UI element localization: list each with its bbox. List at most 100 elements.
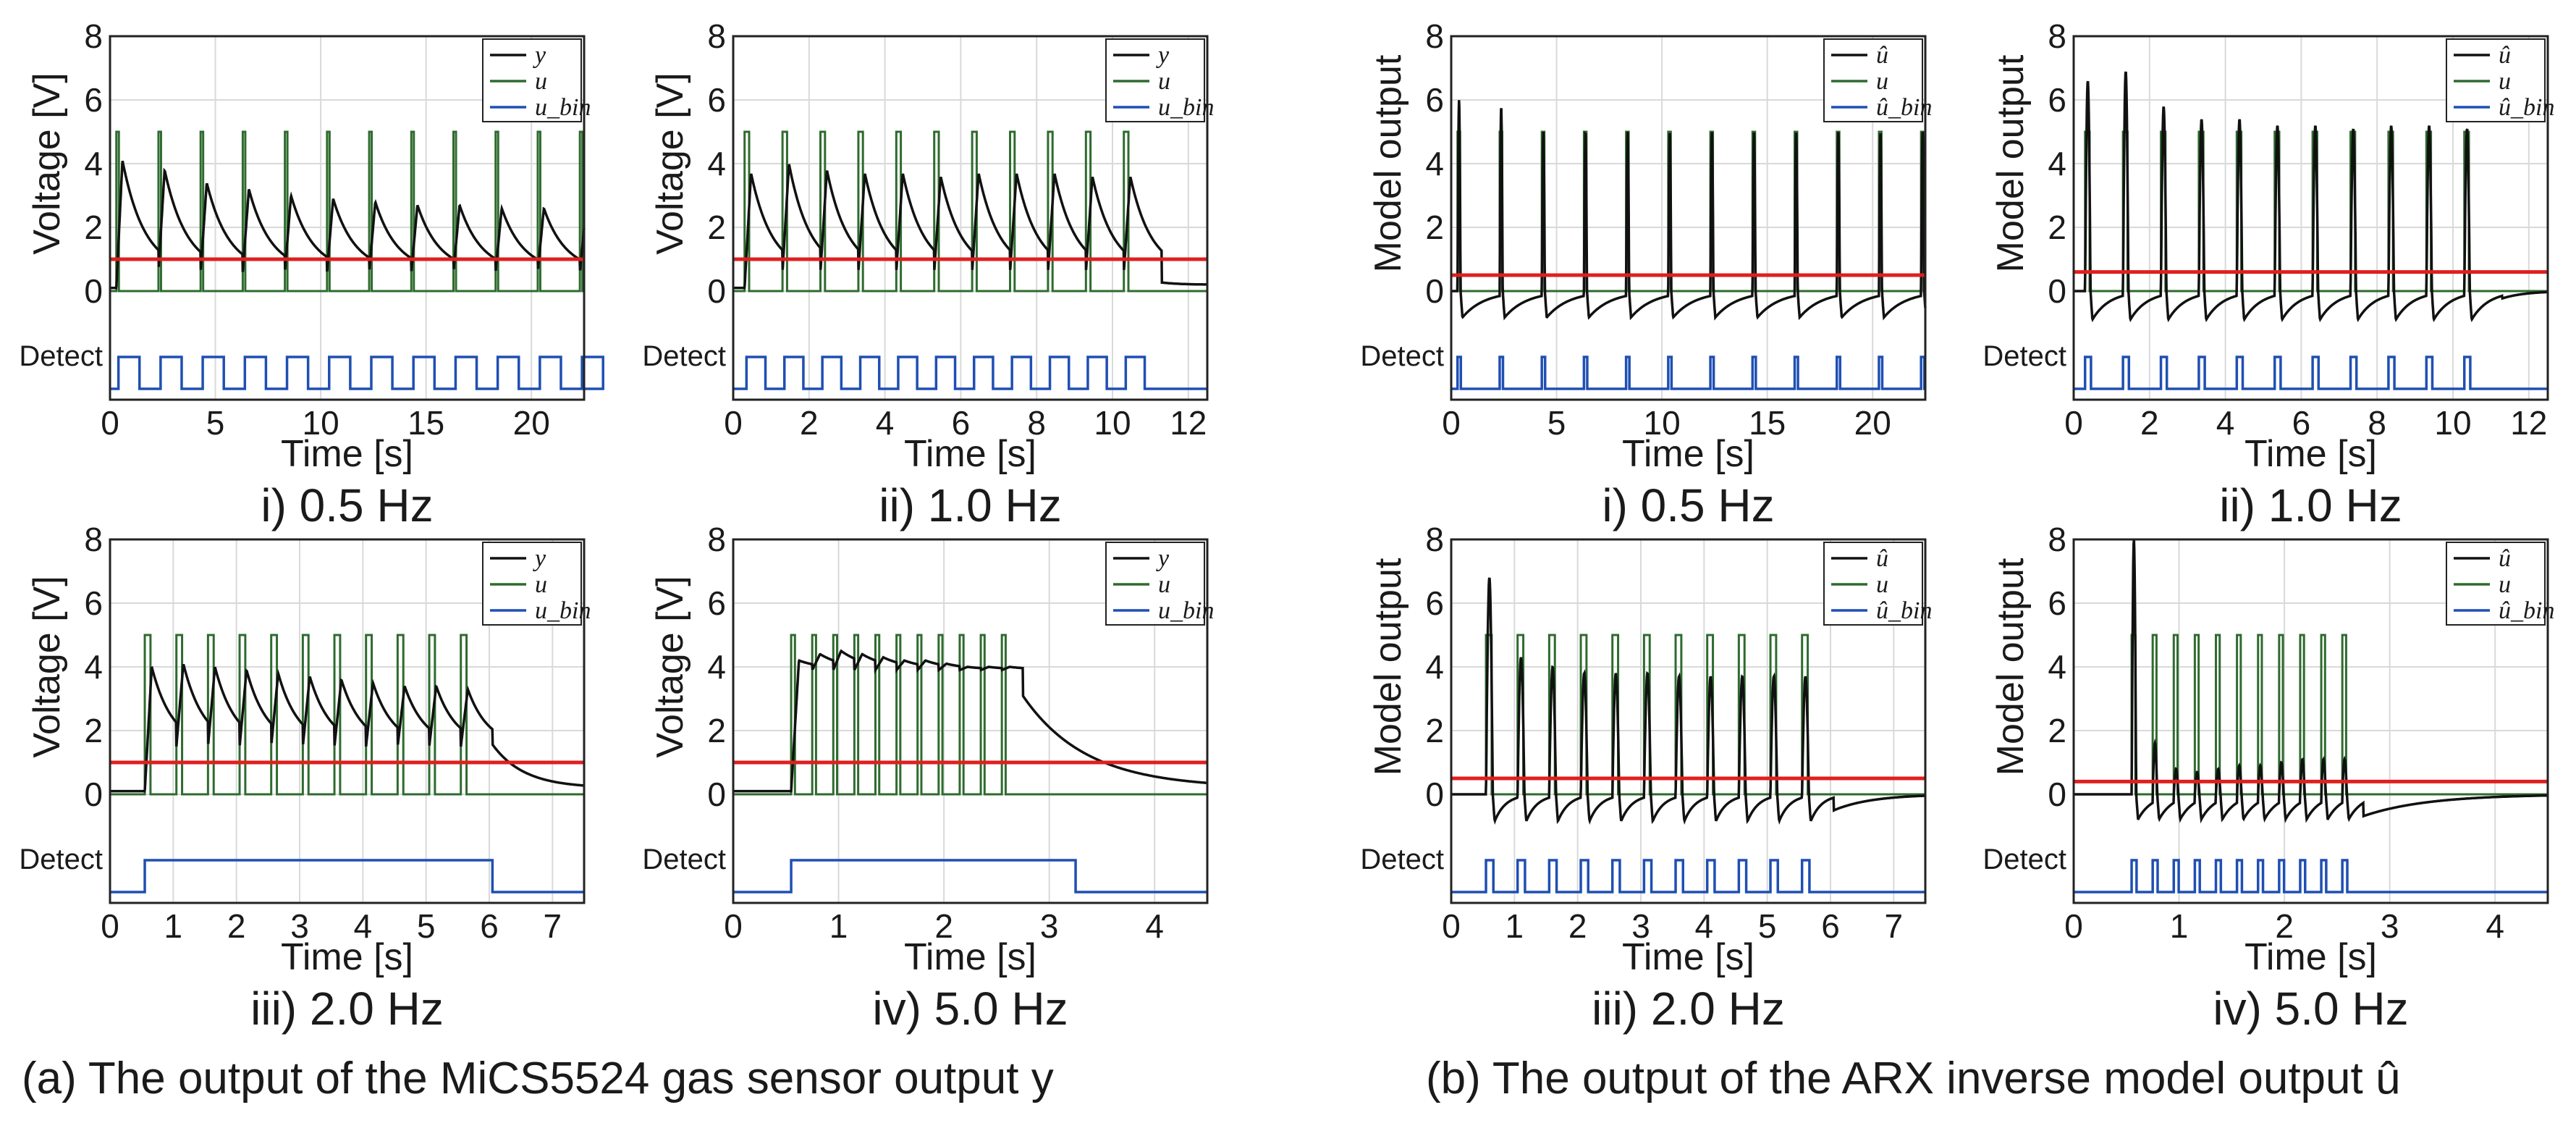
chart-panel: 0 2 4 6 8 0 2 4 6 8 10 12 Detect Voltage [V] Time [s]i…	[642, 17, 1214, 531]
y-axis-label: Voltage [V]	[649, 576, 691, 758]
y-tick-label: 6	[2048, 81, 2066, 119]
y-tick-label: 6	[2048, 584, 2066, 622]
series-output	[110, 664, 584, 793]
series-binary	[2074, 859, 2548, 894]
x-axis-label: Time [s]	[281, 433, 413, 475]
y-tick-label: 4	[84, 145, 103, 182]
x-tick-label: 0	[724, 907, 743, 945]
series-u	[110, 130, 584, 293]
legend-label: u	[1876, 571, 1888, 598]
series-binary	[2074, 356, 2548, 390]
detect-label: Detect	[1360, 844, 1444, 875]
legend-label: y	[533, 42, 546, 69]
y-axis-label: Voltage [V]	[649, 72, 691, 255]
x-tick-label: 8	[1027, 404, 1046, 442]
series-u	[733, 130, 1207, 293]
x-tick-label: 4	[2216, 404, 2235, 442]
x-tick-label: 1	[1506, 907, 1524, 945]
chart-panel: 0 2 4 6 8 0 5 10 15 20 Detect Model output Time [s]i…	[1360, 17, 1932, 531]
plot-frame	[1450, 35, 1927, 401]
panel-caption: iv) 5.0 Hz	[872, 983, 1068, 1035]
x-tick-label: 1	[164, 907, 183, 945]
x-tick-label: 0	[101, 404, 119, 442]
legend-label: u	[2499, 68, 2511, 95]
y-tick-label: 2	[1425, 712, 1444, 749]
x-tick-label: 6	[480, 907, 499, 945]
y-tick-label: 8	[84, 17, 103, 55]
y-axis-label: Model output	[1990, 558, 2032, 775]
x-tick-label: 2	[800, 404, 819, 442]
detect-label: Detect	[1982, 340, 2066, 372]
x-tick-label: 8	[2368, 404, 2386, 442]
legend-label: u_bin	[535, 597, 591, 624]
x-tick-label: 12	[2510, 404, 2547, 442]
x-tick-label: 0	[2064, 907, 2083, 945]
chart-panel: 0 2 4 6 8 0 1 2 3 4 5 6 7 Detect Voltage [V] Time [s] ii…	[19, 521, 591, 1035]
y-tick-label: 6	[707, 81, 726, 119]
legend-label: y	[1156, 42, 1170, 69]
x-tick-label: 2	[227, 907, 246, 945]
legend-label: u	[1158, 68, 1170, 95]
series-output	[110, 160, 586, 290]
series-output	[2074, 539, 2548, 824]
y-tick-label: 2	[2048, 712, 2066, 749]
x-tick-label: 10	[1644, 404, 1681, 442]
plot-frame	[732, 538, 1209, 904]
plot-frame	[109, 538, 586, 904]
x-tick-label: 12	[1170, 404, 1207, 442]
y-tick-label: 0	[707, 775, 726, 813]
x-axis-label: Time [s]	[904, 936, 1036, 978]
x-tick-label: 5	[206, 404, 225, 442]
series-binary	[1451, 356, 1926, 390]
y-tick-label: 8	[1425, 17, 1444, 55]
y-tick-label: 8	[2048, 17, 2066, 55]
x-tick-label: 2	[934, 907, 953, 945]
x-tick-label: 3	[2381, 907, 2399, 945]
x-tick-label: 4	[2486, 907, 2504, 945]
plot-frame	[2072, 35, 2549, 401]
x-tick-label: 4	[876, 404, 895, 442]
legend-label: û_bin	[1876, 94, 1932, 121]
x-tick-label: 4	[1145, 907, 1164, 945]
x-axis-label: Time [s]	[2245, 936, 2377, 978]
y-tick-label: 2	[2048, 209, 2066, 246]
x-tick-label: 20	[513, 404, 550, 442]
detect-label: Detect	[642, 340, 726, 372]
legend-label: u	[535, 571, 547, 598]
x-tick-label: 10	[303, 404, 339, 442]
plot-frame	[2072, 538, 2549, 904]
legend-label: û	[1876, 42, 1888, 69]
y-tick-label: 4	[707, 145, 726, 182]
series-u	[1451, 130, 1925, 293]
x-tick-label: 6	[2292, 404, 2311, 442]
y-tick-label: 2	[1425, 209, 1444, 246]
y-tick-label: 2	[707, 712, 726, 749]
chart-panel: 0 2 4 6 8 0 1 2 3 4 5 6 7 Detect Model output Time [s] i…	[1360, 521, 1932, 1035]
series-u	[2074, 634, 2548, 796]
series-u	[2074, 130, 2548, 293]
x-tick-label: 0	[1442, 907, 1461, 945]
legend-label: û_bin	[1876, 597, 1932, 624]
x-tick-label: 3	[1631, 907, 1650, 945]
y-tick-label: 0	[2048, 272, 2066, 310]
x-tick-label: 10	[1094, 404, 1131, 442]
x-tick-label: 15	[1749, 404, 1786, 442]
x-tick-label: 2	[2140, 404, 2159, 442]
y-axis-label: Model output	[1367, 558, 1409, 775]
x-tick-label: 1	[829, 907, 848, 945]
series-output	[1451, 577, 1925, 825]
x-tick-label: 2	[2275, 907, 2294, 945]
x-tick-label: 4	[1695, 907, 1714, 945]
x-tick-label: 20	[1854, 404, 1891, 442]
legend-label: û	[1876, 545, 1888, 572]
y-tick-label: 4	[2048, 648, 2066, 686]
series-binary	[733, 859, 1207, 894]
series-u	[733, 634, 1207, 796]
series-output	[733, 164, 1207, 290]
x-tick-label: 0	[724, 404, 743, 442]
x-tick-label: 2	[1568, 907, 1587, 945]
series-output	[2074, 71, 2548, 323]
y-tick-label: 0	[707, 272, 726, 310]
y-axis-label: Voltage [V]	[26, 576, 68, 758]
